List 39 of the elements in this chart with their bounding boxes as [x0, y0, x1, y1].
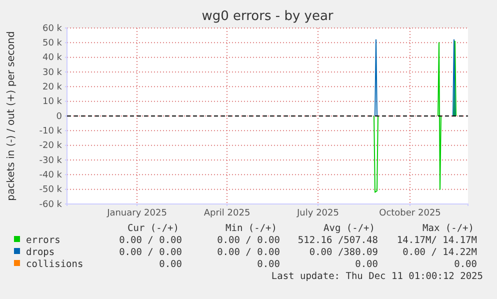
y-tick-label: 40 k [42, 53, 63, 64]
text: 0.00 [159, 259, 182, 270]
y-tick-label: -60 k [39, 200, 63, 210]
y-tick-label: 30 k [42, 68, 63, 78]
y-tick-label: 0 [56, 112, 62, 122]
text: 0.00 [355, 259, 378, 270]
text: 0.00 / 0.00 [119, 247, 182, 258]
legend-label: errors [26, 235, 60, 246]
legend-label: collisions [26, 259, 84, 270]
chart-title: wg0 errors - by year [202, 9, 334, 24]
x-tick-label: July 2025 [296, 208, 339, 218]
text: 0.00 /380.09 [309, 247, 378, 258]
text: 0.00 / 0.00 [217, 235, 280, 246]
text: Last update: Thu Dec 11 01:00:12 2025 [271, 271, 483, 282]
text: Min (-/+) [226, 223, 277, 234]
y-tick-label: -40 k [39, 170, 63, 181]
y-tick-label: 10 k [42, 97, 63, 108]
text: 0.00 / 0.00 [119, 235, 182, 246]
legend-label: drops [26, 247, 55, 258]
text: Avg (-/+) [324, 223, 375, 234]
text: 0.00 [454, 259, 478, 270]
text: Max (-/+) [422, 223, 474, 234]
y-tick-label: -30 k [39, 156, 63, 166]
x-tick-label: October 2025 [379, 208, 441, 218]
y-tick-label: -50 k [39, 185, 63, 196]
y-tick-label: -10 k [39, 126, 63, 137]
y-axis-title: packets in (-) / out (+) per second [6, 31, 17, 201]
x-tick-label: January 2025 [106, 208, 167, 218]
text: 14.17M/ 14.17M [396, 235, 478, 246]
text: Cur (-/+) [128, 223, 179, 234]
y-tick-label: 60 k [42, 24, 63, 34]
text: 0.00 [257, 259, 280, 270]
y-tick-label: 20 k [42, 82, 63, 93]
x-tick-label: April 2025 [204, 208, 250, 218]
text: 0.00 / 14.22M [402, 247, 478, 258]
y-tick-label: 50 k [42, 38, 63, 49]
y-tick-label: -20 k [39, 141, 63, 152]
text: 512.16 /507.48 [298, 235, 378, 246]
text: 0.00 / 0.00 [217, 247, 280, 258]
